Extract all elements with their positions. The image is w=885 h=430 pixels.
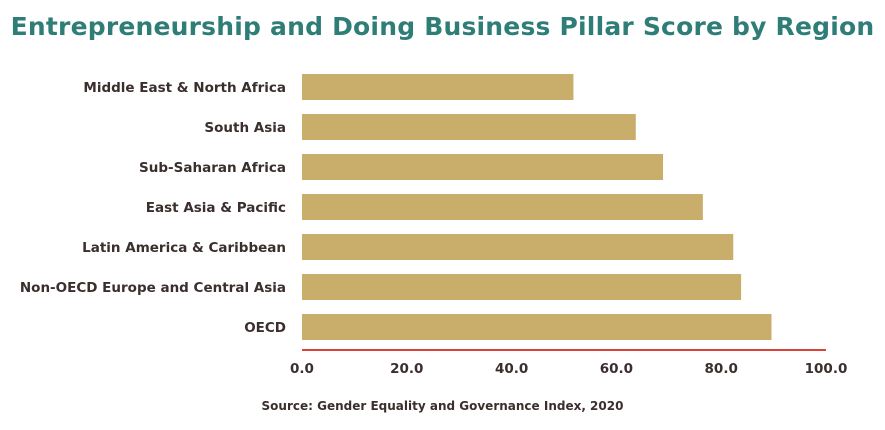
category-label: Non-OECD Europe and Central Asia — [20, 280, 286, 296]
bar — [302, 314, 772, 340]
x-tick-label: 100.0 — [805, 361, 848, 377]
x-tick-label: 60.0 — [600, 361, 633, 377]
category-label: Middle East & North Africa — [83, 80, 286, 96]
chart-title: Entrepreneurship and Doing Business Pill… — [10, 12, 875, 41]
x-tick-label: 40.0 — [495, 361, 528, 377]
bar — [302, 114, 636, 140]
category-label: South Asia — [204, 120, 286, 136]
category-label: OECD — [244, 320, 286, 336]
x-tick-label: 0.0 — [290, 361, 314, 377]
x-tick-label: 20.0 — [390, 361, 423, 377]
bar — [302, 234, 734, 260]
bar — [302, 74, 574, 100]
category-label: East Asia & Pacific — [146, 200, 286, 216]
category-label: Sub-Saharan Africa — [139, 160, 286, 176]
category-label: Latin America & Caribbean — [82, 240, 286, 256]
x-tick-label: 80.0 — [705, 361, 738, 377]
bar — [302, 274, 742, 300]
source-note: Source: Gender Equality and Governance I… — [261, 399, 624, 413]
bar — [302, 194, 703, 220]
bar — [302, 154, 664, 180]
